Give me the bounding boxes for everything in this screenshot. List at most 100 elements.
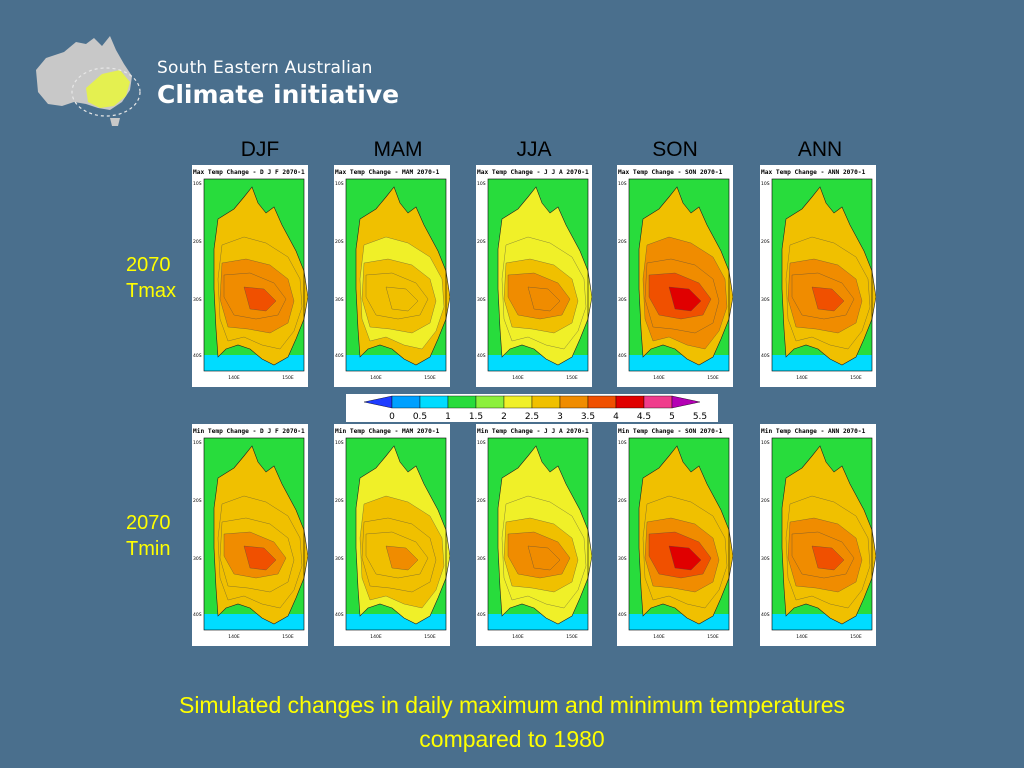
- map-frame: [487, 437, 589, 631]
- map-lat-label: 20S: [477, 498, 486, 504]
- map-panel-title: Min Temp Change - MAM 2070-1: [335, 427, 440, 435]
- map-lat-label: 10S: [618, 440, 627, 446]
- map-panel-title: Max Temp Change - D J F 2070-1: [193, 169, 305, 176]
- colorbar-swatch: [671, 395, 701, 409]
- map-contour-band: [811, 286, 845, 312]
- row-label-tmax: 2070 Tmax: [126, 254, 176, 302]
- map-lat-label: 20S: [335, 239, 344, 245]
- caption-line-2: compared to 1980: [419, 726, 605, 752]
- map-panel: Max Temp Change - D J F 2070-1 10S 20S 30S 4…: [192, 165, 308, 387]
- map-lon-label: 150E: [850, 634, 862, 640]
- colorbar-swatch: [587, 395, 617, 409]
- map-panel-title: Min Temp Change - J J A 2070-1: [477, 427, 589, 435]
- map-lat-label: 10S: [335, 440, 344, 446]
- colorbar-swatch: [447, 395, 477, 409]
- map-contour-band: [668, 545, 702, 571]
- map-lat-label: 30S: [193, 556, 202, 562]
- map-panel: Min Temp Change - D J F 2070-1 10S 20S 30S 4…: [192, 424, 308, 646]
- logo-line-1: South Eastern Australian: [157, 58, 373, 78]
- map-panel-title: Min Temp Change - D J F 2070-1: [193, 427, 305, 435]
- map-lat-label: 10S: [477, 440, 486, 446]
- colorbar-swatch: [391, 395, 421, 409]
- seaci-logo: [36, 36, 141, 126]
- map-lat-label: 30S: [335, 297, 344, 303]
- colorbar-tick-label: 0: [389, 412, 395, 422]
- map-lon-label: 140E: [228, 634, 240, 640]
- south-east-region-icon: [86, 70, 130, 108]
- map-lat-label: 40S: [193, 612, 202, 618]
- map-contour-band: [243, 545, 277, 571]
- map-lon-label: 140E: [653, 375, 665, 381]
- map-frame: [345, 437, 447, 631]
- map-lat-label: 30S: [618, 297, 627, 303]
- map-lon-label: 140E: [370, 375, 382, 381]
- map-panel-title: Max Temp Change - J J A 2070-1: [477, 169, 589, 176]
- map-southern-ocean: [629, 614, 729, 630]
- colorbar-swatch: [615, 395, 645, 409]
- map-lon-label: 140E: [512, 375, 524, 381]
- season-son: SON: [652, 138, 698, 161]
- map-contour-band: [668, 286, 702, 312]
- map-lon-label: 150E: [282, 634, 294, 640]
- map-lat-label: 40S: [761, 612, 770, 618]
- colorbar-tick-label: 2: [501, 412, 507, 422]
- map-lon-label: 140E: [796, 375, 808, 381]
- map-lon-label: 140E: [370, 634, 382, 640]
- map-contour-band: [527, 545, 561, 571]
- map-contour-band: [385, 545, 419, 571]
- map-lon-label: 150E: [707, 634, 719, 640]
- map-panel: Min Temp Change - ANN 2070-1 10S 20S 30S 40S…: [760, 424, 876, 646]
- map-panel: Max Temp Change - ANN 2070-1 10S 20S 30S 40S…: [760, 165, 876, 387]
- map-lat-label: 30S: [761, 556, 770, 562]
- map-lon-label: 150E: [424, 634, 436, 640]
- map-lat-label: 40S: [618, 353, 627, 359]
- map-lon-label: 150E: [424, 375, 436, 381]
- map-panel: Min Temp Change - MAM 2070-1 10S 20S 30S 40S…: [334, 424, 450, 646]
- map-lat-label: 20S: [761, 239, 770, 245]
- map-lat-label: 20S: [477, 239, 486, 245]
- map-lat-label: 30S: [193, 297, 202, 303]
- map-panel-title: Min Temp Change - ANN 2070-1: [761, 427, 866, 435]
- map-lat-label: 10S: [335, 181, 344, 187]
- season-ann: ANN: [797, 138, 843, 161]
- colorbar-tick-label: 2.5: [525, 412, 539, 422]
- map-lon-label: 150E: [566, 375, 578, 381]
- map-southern-ocean: [346, 355, 446, 371]
- map-lat-label: 20S: [335, 498, 344, 504]
- map-panel: Min Temp Change - J J A 2070-1 10S 20S 30S 4…: [476, 424, 592, 646]
- colorbar-swatch: [643, 395, 673, 409]
- map-lat-label: 40S: [477, 353, 486, 359]
- map-frame: [345, 178, 447, 372]
- map-panel-title: Min Temp Change - SON 2070-1: [618, 427, 723, 435]
- colorbar-swatch: [419, 395, 449, 409]
- colorbar-swatch: [475, 395, 505, 409]
- map-southern-ocean: [772, 355, 872, 371]
- map-frame: [771, 437, 873, 631]
- map-southern-ocean: [204, 355, 304, 371]
- map-panel-title: Max Temp Change - MAM 2070-1: [335, 169, 440, 176]
- map-lon-label: 140E: [228, 375, 240, 381]
- map-lon-label: 140E: [512, 634, 524, 640]
- season-mam: MAM: [373, 138, 423, 161]
- map-lat-label: 10S: [477, 181, 486, 187]
- map-southern-ocean: [488, 614, 588, 630]
- colorbar-swatch: [363, 395, 393, 409]
- map-panel: Max Temp Change - SON 2070-1 10S 20S 30S 40S…: [617, 165, 733, 387]
- map-lat-label: 40S: [193, 353, 202, 359]
- map-lat-label: 40S: [761, 353, 770, 359]
- map-lat-label: 40S: [618, 612, 627, 618]
- map-frame: [203, 437, 305, 631]
- map-southern-ocean: [772, 614, 872, 630]
- map-lon-label: 140E: [653, 634, 665, 640]
- map-lat-label: 40S: [477, 612, 486, 618]
- map-panel: Max Temp Change - MAM 2070-1 10S 20S 30S 40S…: [334, 165, 450, 387]
- map-lat-label: 30S: [618, 556, 627, 562]
- colorbar-swatch: [503, 395, 533, 409]
- map-southern-ocean: [629, 355, 729, 371]
- map-lat-label: 30S: [335, 556, 344, 562]
- map-lat-label: 10S: [193, 440, 202, 446]
- season-jja: JJA: [516, 138, 552, 161]
- map-panel: Min Temp Change - SON 2070-1 10S 20S 30S 40S…: [617, 424, 733, 646]
- logo-line-2: Climate initiative: [157, 80, 400, 109]
- colorbar-tick-label: 3: [557, 412, 563, 422]
